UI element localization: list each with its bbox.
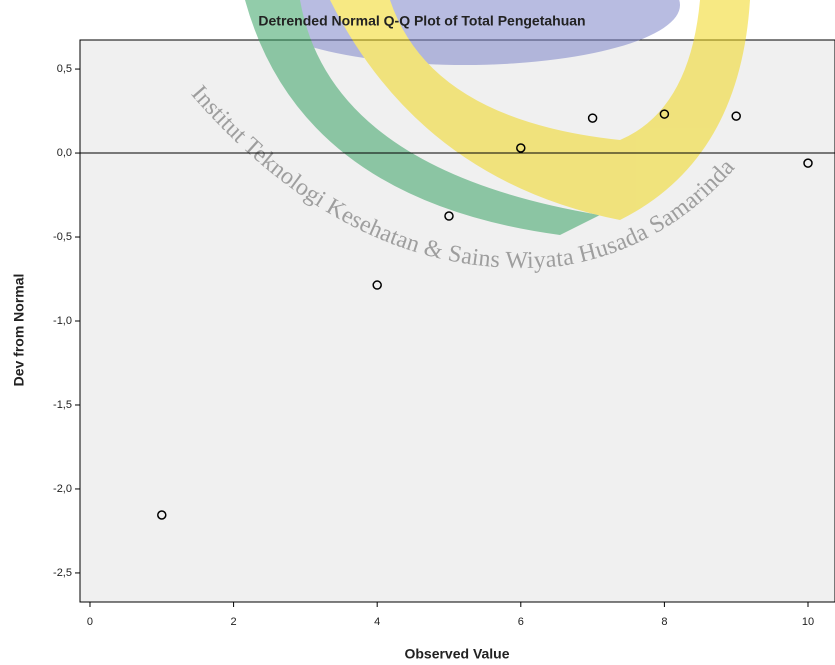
y-axis-label: Dev from Normal [11,274,27,387]
x-axis-label: Observed Value [404,646,509,662]
chart: Institut Teknologi Kesehatan & Sains Wiy… [0,0,835,665]
y-tick-label: -2,0 [53,483,72,495]
y-tick-label: -1,0 [53,315,72,327]
y-tick-label: -0,5 [53,231,72,243]
y-tick-label: 0,5 [57,63,72,75]
x-tick-label: 8 [661,616,667,628]
x-tick-label: 2 [231,616,237,628]
y-tick-label: -1,5 [53,399,72,411]
x-tick-label: 0 [87,616,93,628]
x-tick-label: 10 [802,616,814,628]
x-tick-label: 6 [518,616,524,628]
chart-title: Detrended Normal Q-Q Plot of Total Penge… [258,13,585,29]
x-tick-label: 4 [374,616,380,628]
y-tick-label: -2,5 [53,567,72,579]
y-tick-label: 0,0 [57,147,72,159]
